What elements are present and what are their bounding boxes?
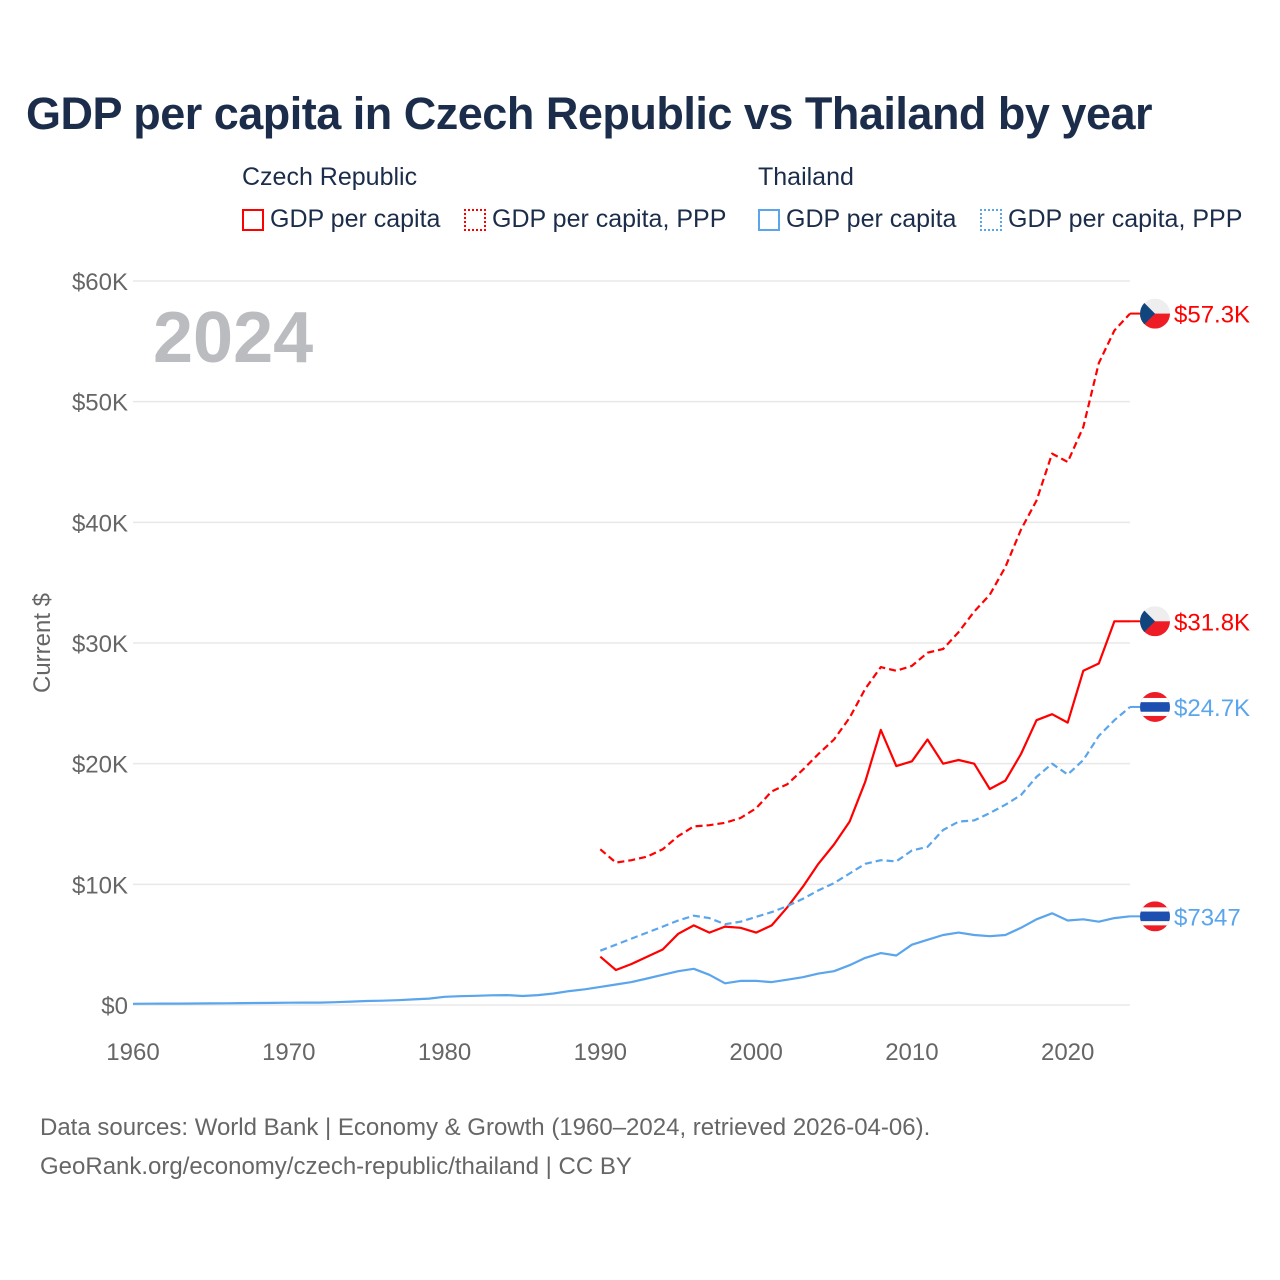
end-value-label: $31.8K — [1174, 609, 1250, 636]
czech-flag-icon — [1140, 606, 1170, 637]
x-tick-label: 1960 — [106, 1039, 159, 1066]
y-tick-label: $10K — [72, 872, 128, 899]
y-tick-label: $0 — [101, 993, 128, 1020]
footer-sources: Data sources: World Bank | Economy & Gro… — [40, 1114, 931, 1141]
legend-swatch-dotted — [980, 208, 1002, 231]
x-tick-label: 1980 — [418, 1039, 471, 1066]
legend-swatch-solid — [242, 208, 264, 231]
footer-link[interactable]: GeoRank.org/economy/czech-republic/thail… — [40, 1153, 632, 1180]
end-value-label: $24.7K — [1174, 695, 1250, 722]
thailand-flag-icon — [1140, 691, 1170, 722]
y-tick-label: $60K — [72, 269, 128, 296]
end-value-label: $57.3K — [1174, 302, 1250, 329]
footer: Data sources: World Bank | Economy & Gro… — [40, 1108, 930, 1186]
series-line-1 — [599, 312, 1131, 864]
legend-label: GDP per capita, PPP — [1008, 205, 1243, 233]
x-tick-label: 1970 — [262, 1039, 315, 1066]
x-tick-label: 2020 — [1041, 1039, 1094, 1066]
legend-thailand-gdp[interactable]: GDP per capita — [758, 205, 956, 234]
chart-title: GDP per capita in Czech Republic vs Thai… — [26, 88, 1153, 139]
x-tick-label: 2000 — [729, 1039, 782, 1066]
x-tick-label: 2010 — [885, 1039, 938, 1066]
y-tick-label: $20K — [72, 752, 128, 779]
series-line-3 — [599, 706, 1131, 952]
legend-label: GDP per capita — [786, 205, 957, 233]
x-tick-label: 1990 — [574, 1039, 627, 1066]
legend-swatch-solid — [758, 208, 780, 231]
legend-group-czech: Czech Republic — [242, 163, 418, 191]
y-tick-label: $30K — [72, 631, 128, 658]
thailand-flag-icon — [1140, 901, 1170, 932]
legend-group-thailand: Thailand — [758, 163, 854, 191]
end-value-label: $7347 — [1174, 904, 1241, 931]
legend-label: GDP per capita — [270, 205, 441, 233]
year-watermark: 2024 — [153, 298, 313, 378]
series-line-0 — [599, 620, 1130, 972]
legend-thailand-ppp[interactable]: GDP per capita, PPP — [980, 205, 1242, 234]
czech-flag-icon — [1140, 298, 1170, 329]
y-tick-label: $40K — [72, 510, 128, 537]
legend-label: GDP per capita, PPP — [492, 205, 727, 233]
legend-czech-ppp[interactable]: GDP per capita, PPP — [464, 205, 726, 234]
series-line-2 — [132, 912, 1131, 1005]
y-tick-label: $50K — [72, 390, 128, 417]
y-axis-label: Current $ — [29, 593, 56, 693]
legend-swatch-dotted — [464, 208, 486, 231]
legend-czech-gdp[interactable]: GDP per capita — [242, 205, 440, 234]
